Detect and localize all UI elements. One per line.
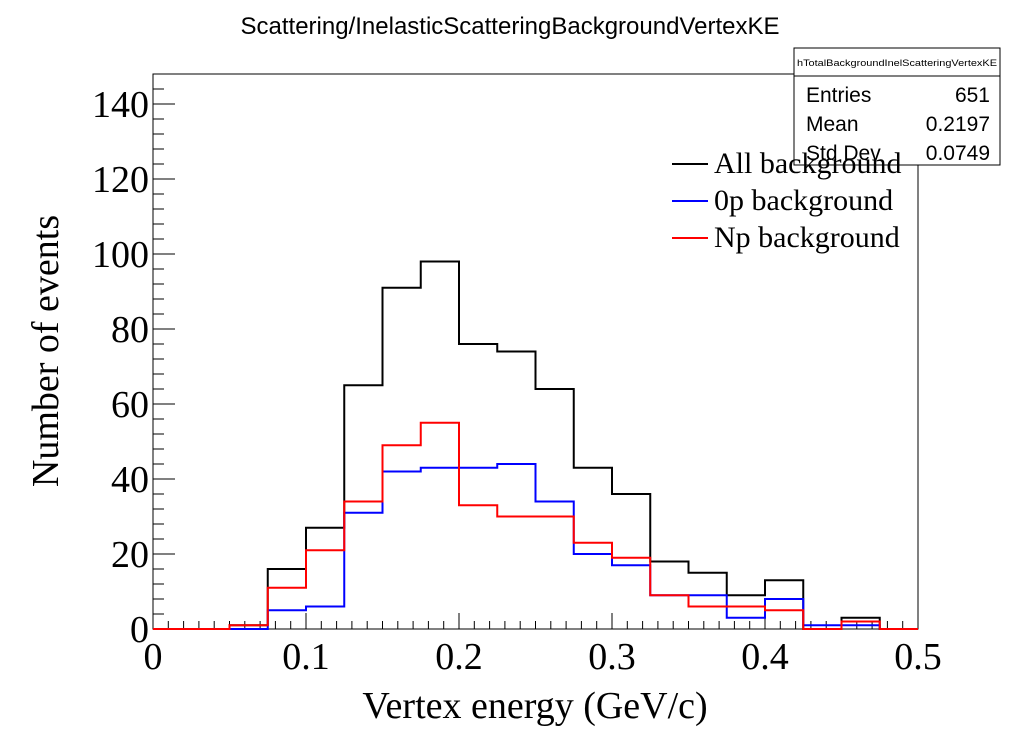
- y-tick-label-140: 140: [92, 84, 149, 126]
- y-axis-label: Number of events: [25, 215, 67, 487]
- series-2: [153, 421, 918, 630]
- legend-label-np: Np background: [714, 221, 900, 254]
- series-layer: [153, 260, 918, 630]
- y-tick-label-80: 80: [111, 309, 149, 351]
- x-tick-label-0: 0: [144, 636, 163, 678]
- legend-label-0p: 0p background: [714, 184, 893, 217]
- y-tick-label-40: 40: [111, 459, 149, 501]
- x-tick-label-0.1: 0.1: [282, 636, 330, 678]
- series-line-1: [153, 463, 918, 630]
- series-line-2: [153, 421, 918, 630]
- series-line-0: [153, 260, 918, 630]
- x-tick-label-0.5: 0.5: [894, 636, 942, 678]
- x-axis: 0 0.1 0.2 0.3 0.4 0.5: [144, 613, 942, 678]
- stats-mean-label: Mean: [806, 113, 859, 136]
- x-tick-label-0.2: 0.2: [435, 636, 483, 678]
- x-axis-label: Vertex energy (GeV/c): [362, 685, 707, 727]
- y-tick-label-60: 60: [111, 384, 149, 426]
- stats-entries-label: Entries: [806, 84, 871, 107]
- y-tick-label-120: 120: [92, 159, 149, 201]
- legend-label-all: All background: [714, 147, 901, 180]
- series-1: [153, 463, 918, 630]
- stats-mean-value: 0.2197: [926, 113, 990, 136]
- chart-title: Scattering/InelasticScatteringBackground…: [241, 13, 780, 40]
- y-tick-label-20: 20: [111, 534, 149, 576]
- y-tick-label-0: 0: [130, 609, 149, 651]
- stats-entries-value: 651: [955, 84, 990, 107]
- stats-box-frame: [793, 47, 1001, 166]
- x-tick-label-0.4: 0.4: [741, 636, 789, 678]
- series-0: [153, 260, 918, 630]
- stats-stddev-label: Std Dev: [806, 142, 881, 165]
- stats-box: hTotalBackgroundInelScatteringVertexKE E…: [793, 47, 1001, 166]
- x-tick-label-0.3: 0.3: [588, 636, 636, 678]
- y-tick-label-100: 100: [92, 234, 149, 276]
- stats-stddev-value: 0.0749: [926, 142, 990, 165]
- legend: All background 0p background Np backgrou…: [672, 147, 901, 254]
- stats-box-name: hTotalBackgroundInelScatteringVertexKE: [797, 58, 997, 68]
- y-axis: 0 20 40 60 80 100 120 140: [92, 73, 175, 651]
